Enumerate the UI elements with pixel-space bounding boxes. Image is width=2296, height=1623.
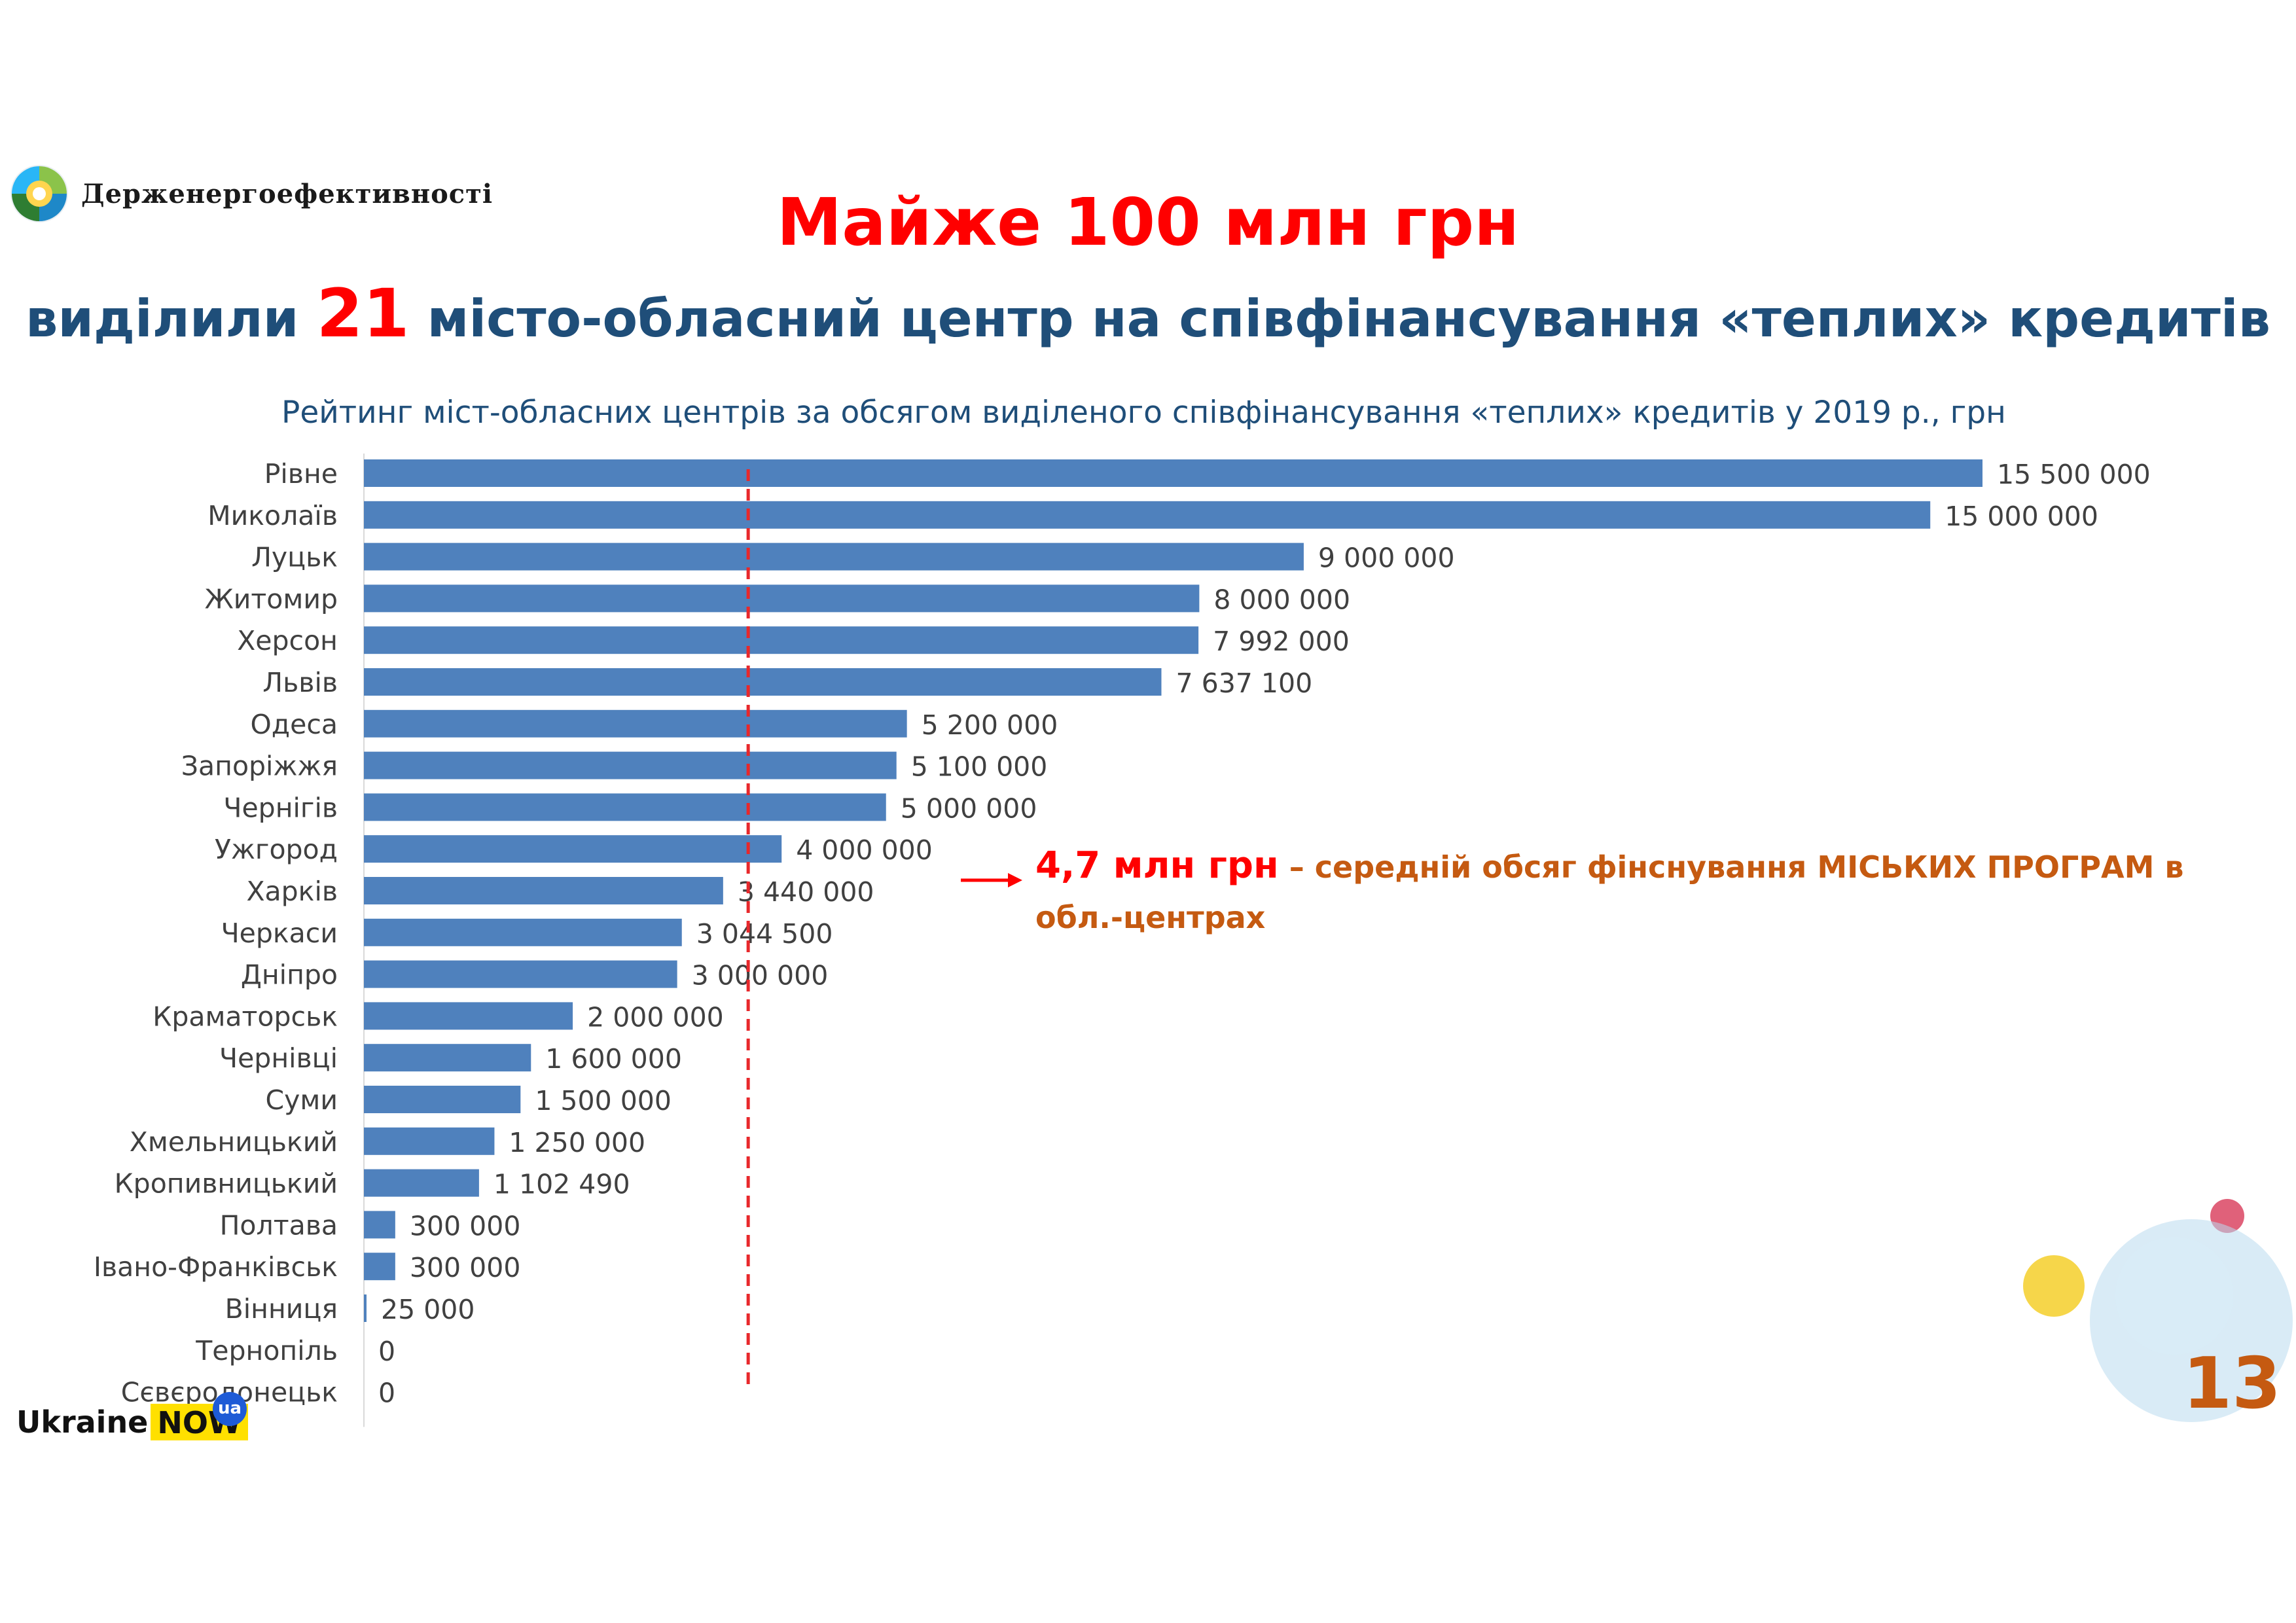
sub-headline-before: виділили (26, 290, 317, 349)
category-label: Харків (246, 876, 338, 907)
value-label: 5 000 000 (901, 793, 1037, 824)
category-label: Тернопіль (195, 1335, 338, 1366)
category-label: Херсон (237, 625, 338, 656)
category-label: Ужгород (215, 834, 338, 865)
category-label: Одеса (250, 709, 338, 740)
bar (364, 1294, 367, 1322)
value-label: 3 440 000 (738, 876, 874, 908)
category-label: Черкаси (221, 918, 338, 949)
category-label: Краматорськ (152, 1001, 338, 1032)
category-label: Кропивницький (115, 1168, 338, 1200)
value-label: 25 000 (381, 1294, 475, 1325)
value-label: 5 200 000 (922, 709, 1058, 741)
bar (364, 709, 907, 738)
category-label: Вінниця (225, 1293, 338, 1325)
bar (364, 751, 897, 779)
bar (364, 1002, 573, 1030)
value-label: 0 (378, 1336, 395, 1367)
category-label: Полтава (220, 1209, 338, 1241)
bar (364, 960, 677, 988)
bar (364, 1127, 495, 1155)
bar (364, 1253, 395, 1281)
bar (364, 793, 886, 821)
agency-logo: Держенергоефективності (9, 164, 493, 224)
value-label: 8 000 000 (1213, 584, 1350, 615)
ukraine-now-ua-badge: ua (213, 1392, 247, 1426)
bar (364, 1169, 479, 1197)
value-label: 300 000 (410, 1210, 521, 1241)
category-label: Чернівці (219, 1043, 338, 1074)
value-label: 2 000 000 (587, 1001, 724, 1033)
bar (364, 1044, 531, 1072)
agency-name: Держенергоефективності (81, 178, 493, 209)
page-number: 13 (2183, 1343, 2282, 1425)
category-label: Чернігів (223, 792, 338, 823)
average-annotation-text: – середній обсяг фінснування МІСЬКИХ ПРО… (1035, 849, 2184, 935)
bar (364, 668, 1162, 696)
annotation-arrow-head-icon (1008, 873, 1022, 887)
value-label: 15 500 000 (1997, 459, 2151, 490)
sub-headline: виділили 21 місто-обласний центр на спів… (0, 275, 2296, 359)
bar (364, 877, 723, 904)
value-label: 15 000 000 (1945, 501, 2098, 532)
category-label: Дніпро (241, 959, 338, 991)
chart-title: Рейтинг міст-обласних центрів за обсягом… (281, 395, 2006, 431)
category-label: Хмельницький (130, 1126, 338, 1158)
category-label: Львів (262, 667, 338, 698)
decorative-circles (2023, 1199, 2293, 1422)
value-label: 7 992 000 (1213, 626, 1350, 657)
value-label: 9 000 000 (1318, 543, 1455, 574)
agency-emblem-icon (10, 165, 68, 223)
value-label: 1 500 000 (535, 1085, 672, 1116)
category-label: Житомир (205, 583, 338, 615)
ukraine-now-logo: Ukraine NOW ua (16, 1392, 248, 1440)
value-label: 0 (378, 1378, 395, 1409)
value-label: 4 000 000 (796, 834, 933, 866)
value-label: 7 637 100 (1175, 668, 1312, 699)
average-annotation: 4,7 млн грн – середній обсяг фінснування… (1035, 844, 2214, 946)
bar (364, 1086, 521, 1113)
value-label: 1 102 490 (493, 1169, 630, 1200)
category-label: Миколаїв (207, 500, 338, 531)
main-title: Майже 100 млн грн (776, 184, 1520, 260)
category-label: Суми (266, 1084, 338, 1116)
value-label: 3 044 500 (696, 918, 833, 950)
yellow-dot-icon (2023, 1255, 2085, 1317)
sub-headline-after: місто-обласний центр на співфінансування… (409, 290, 2270, 349)
value-label: 1 600 000 (545, 1043, 682, 1075)
bar (364, 835, 782, 863)
bar (364, 1211, 395, 1239)
ukraine-now-word: Ukraine (16, 1404, 149, 1440)
bar (364, 459, 1982, 487)
value-label: 3 000 000 (692, 960, 829, 991)
category-label: Луцьк (251, 542, 338, 573)
category-label: Івано-Франківськ (94, 1251, 338, 1283)
average-annotation-value: 4,7 млн грн (1035, 844, 1279, 887)
bar (364, 584, 1200, 613)
bar (364, 501, 1931, 529)
value-label: 300 000 (410, 1252, 521, 1283)
bar (364, 918, 682, 946)
category-label: Рівне (264, 458, 338, 490)
bar (364, 543, 1304, 571)
category-label: Запоріжжя (181, 751, 338, 782)
value-label: 5 100 000 (911, 751, 1048, 783)
bar (364, 626, 1199, 654)
value-label: 1 250 000 (509, 1127, 645, 1158)
sub-headline-number: 21 (316, 275, 410, 353)
